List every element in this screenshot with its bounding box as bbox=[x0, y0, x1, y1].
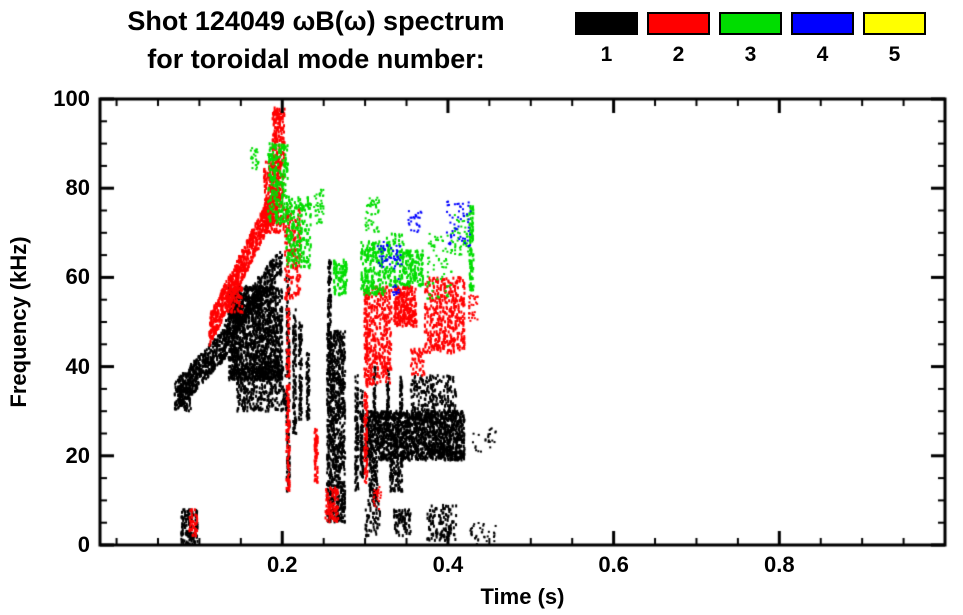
legend-item: 2 bbox=[647, 12, 710, 65]
x-tick-label: 0.2 bbox=[266, 552, 298, 577]
x-axis-label: Time (s) bbox=[480, 584, 565, 609]
y-tick-label: 80 bbox=[65, 175, 90, 201]
x-tick-label: 0.8 bbox=[764, 552, 795, 577]
legend-item: 4 bbox=[791, 12, 854, 65]
y-tick-label: 0 bbox=[77, 532, 90, 557]
legend-swatch-3 bbox=[719, 12, 782, 35]
legend-label: 5 bbox=[888, 43, 901, 66]
y-tick-label: 60 bbox=[65, 264, 90, 290]
x-tick-label: 0.6 bbox=[598, 552, 629, 577]
legend-item: 1 bbox=[575, 12, 638, 65]
legend-label: 2 bbox=[672, 43, 685, 66]
x-tick-label: 0.4 bbox=[432, 552, 464, 577]
legend-swatch-2 bbox=[647, 12, 710, 35]
y-tick-label: 20 bbox=[65, 442, 90, 468]
legend-item: 5 bbox=[863, 12, 926, 65]
y-axis-label: Frequency (kHz) bbox=[6, 236, 31, 408]
plot-title-line2: for toroidal mode number: bbox=[147, 44, 485, 74]
legend: 1 2 3 4 5 bbox=[575, 12, 926, 65]
y-tick-label: 100 bbox=[53, 86, 90, 111]
legend-label: 3 bbox=[744, 43, 757, 66]
legend-label: 4 bbox=[816, 43, 829, 66]
legend-swatch-4 bbox=[791, 12, 854, 35]
plot-title-line1: Shot 124049 ωB(ω) spectrum bbox=[127, 6, 505, 36]
legend-swatch-1 bbox=[575, 12, 638, 35]
legend-swatch-5 bbox=[863, 12, 926, 35]
y-tick-label: 40 bbox=[65, 353, 90, 379]
legend-label: 1 bbox=[600, 43, 613, 66]
legend-item: 3 bbox=[719, 12, 782, 65]
